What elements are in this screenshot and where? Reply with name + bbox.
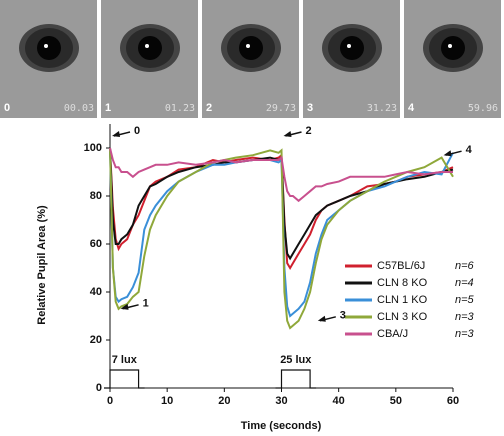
stimulus-pulse <box>104 369 145 389</box>
annotation-label: 0 <box>134 125 140 137</box>
legend-label: CLN 8 KO <box>377 277 428 289</box>
x-tick-label: 30 <box>275 395 287 407</box>
annotation-label: 2 <box>306 125 312 137</box>
legend-n: n=3 <box>455 328 475 340</box>
y-tick-label: 20 <box>90 334 102 346</box>
pupil <box>138 36 162 60</box>
stimulus-label: 25 lux <box>280 354 312 366</box>
x-tick-label: 10 <box>161 395 173 407</box>
arrow-head <box>112 131 120 137</box>
x-tick-label: 0 <box>107 395 113 407</box>
stimulus-label: 7 lux <box>112 354 138 366</box>
glint <box>347 44 351 48</box>
legend-n: n=4 <box>455 277 474 289</box>
photo-time: 29.73 <box>266 103 296 114</box>
arrow-head <box>443 150 452 157</box>
legend-n: n=5 <box>455 294 475 306</box>
x-axis-label: Time (seconds) <box>241 420 322 432</box>
pupil <box>37 36 61 60</box>
glint <box>246 44 250 48</box>
annotation-label: 3 <box>340 310 346 322</box>
glint <box>448 44 452 48</box>
annotation-label: 4 <box>466 144 473 156</box>
x-tick-label: 50 <box>390 395 402 407</box>
y-tick-label: 80 <box>90 190 102 202</box>
photo-label: 2 <box>206 102 212 114</box>
eye-photo: 1 01.23 <box>101 0 198 118</box>
annotation-label: 1 <box>143 298 149 310</box>
legend-label: CBA/J <box>377 328 408 340</box>
eye-photo: 2 29.73 <box>202 0 299 118</box>
legend-label: C57BL/6J <box>377 260 425 272</box>
photo-time: 31.23 <box>367 103 397 114</box>
photo-time: 59.96 <box>468 103 498 114</box>
eye-photo: 4 59.96 <box>404 0 501 118</box>
series-line <box>109 147 454 330</box>
legend-n: n=3 <box>455 311 475 323</box>
arrow-head <box>120 303 129 310</box>
arrow-head <box>317 315 326 322</box>
glint <box>44 44 48 48</box>
photo-label: 0 <box>4 102 10 114</box>
photo-label: 3 <box>307 102 313 114</box>
legend-label: CLN 3 KO <box>377 311 428 323</box>
y-tick-label: 60 <box>90 238 102 250</box>
y-tick-label: 0 <box>96 382 102 394</box>
series-line <box>109 147 454 270</box>
y-tick-label: 100 <box>84 142 102 154</box>
photo-label: 4 <box>408 102 415 114</box>
pupil <box>340 36 364 60</box>
eye-photo: 3 31.23 <box>303 0 400 118</box>
glint <box>145 44 149 48</box>
y-tick-label: 40 <box>90 286 102 298</box>
legend-label: CLN 1 KO <box>377 294 428 306</box>
x-tick-label: 20 <box>218 395 230 407</box>
y-axis-label: Relative Pupil Area (%) <box>36 205 48 325</box>
photo-label: 1 <box>105 102 111 114</box>
stimulus-pulse <box>275 369 317 389</box>
arrow-head <box>283 131 292 137</box>
eye-photo: 0 00.03 <box>0 0 97 118</box>
series-line <box>109 147 453 203</box>
pupil <box>441 36 465 60</box>
legend-n: n=6 <box>455 260 475 272</box>
pupil <box>239 36 263 60</box>
x-tick-label: 60 <box>447 395 459 407</box>
x-tick-label: 40 <box>333 395 345 407</box>
photo-time: 01.23 <box>165 103 195 114</box>
photo-time: 00.03 <box>64 103 94 114</box>
